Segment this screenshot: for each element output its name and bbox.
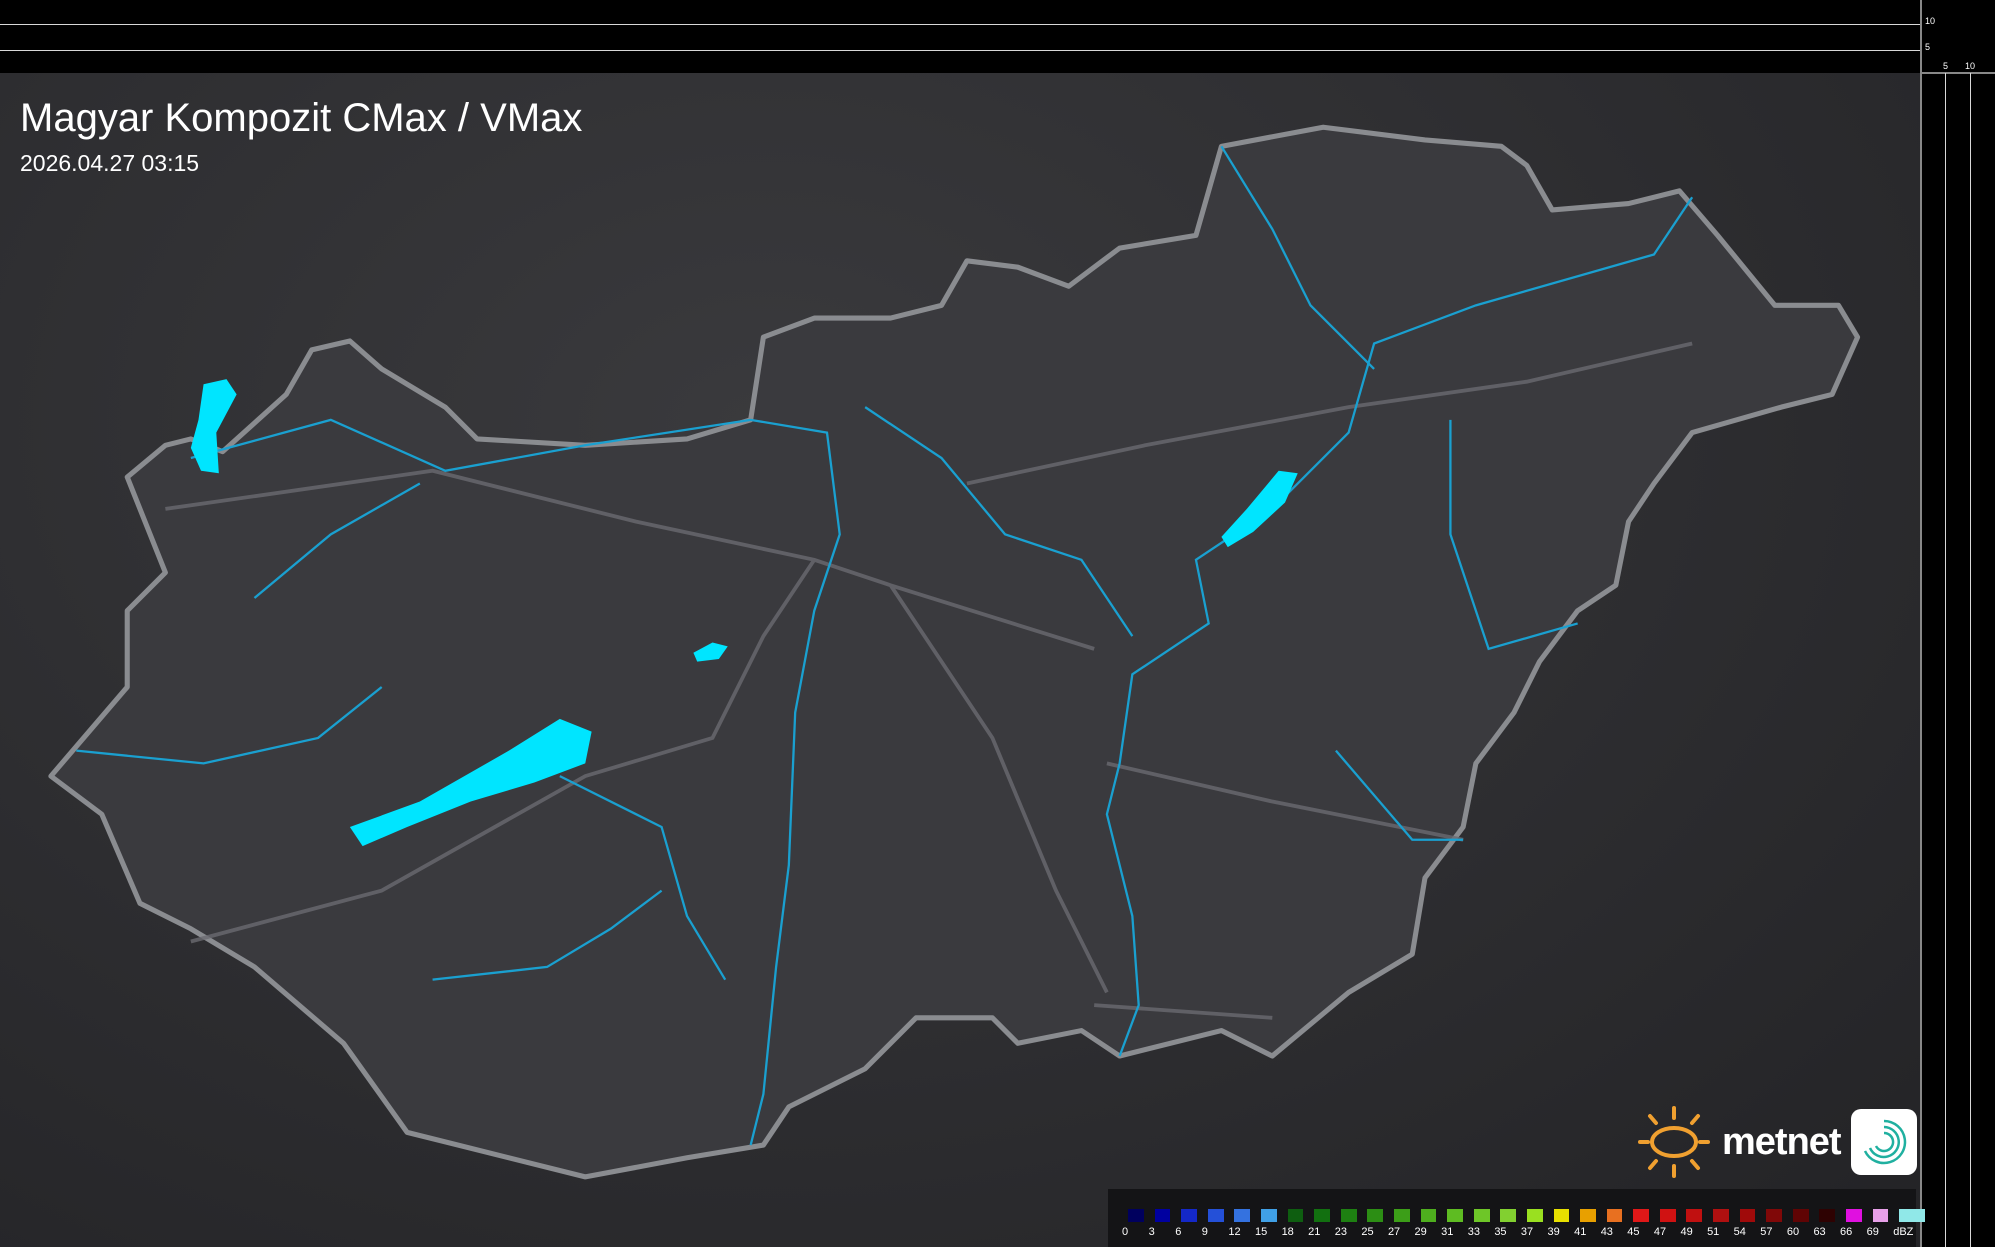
legend-swatch [1447,1209,1463,1222]
sun-icon [1638,1106,1710,1178]
legend-label: 49 [1680,1226,1693,1238]
lake-velence [693,642,728,662]
legend-swatch [1659,1209,1676,1222]
legend-swatch [1899,1209,1926,1222]
legend-label: 33 [1467,1226,1480,1238]
roads [165,341,1693,1020]
legend-label: 54 [1733,1226,1746,1238]
legend-label: 29 [1414,1226,1427,1238]
legend-swatch [1154,1209,1171,1222]
lakes [190,379,1298,847]
legend-label: 31 [1441,1226,1454,1238]
right-panel [1920,0,1995,1247]
legend-label: 9 [1201,1226,1208,1238]
legend-label: 69 [1866,1226,1879,1238]
danube-river [190,418,841,1146]
axis-tick-label: 5 [1943,61,1949,71]
swirl-icon [1863,1119,1906,1165]
legend-swatch [1393,1209,1410,1222]
legend-swatch [1367,1209,1384,1222]
axis-line [1922,72,1995,74]
legend-label: 57 [1760,1226,1773,1238]
lake-tisza [1221,470,1298,548]
legend-label: 51 [1707,1226,1720,1238]
legend-label: 12 [1228,1226,1241,1238]
legend-unit: dBZ [1893,1226,1914,1238]
legend-label: 66 [1840,1226,1853,1238]
legend-label: 23 [1334,1226,1347,1238]
legend-swatch [1819,1209,1836,1222]
legend-swatch [1207,1209,1224,1222]
app-icon [1850,1109,1917,1175]
top-bar [0,0,1920,73]
legend-swatch [1420,1209,1437,1222]
legend-label: 43 [1600,1226,1613,1238]
legend-label: 47 [1653,1226,1667,1238]
legend-label: 39 [1547,1226,1560,1238]
gridline [1945,73,1946,1247]
legend-swatch [1713,1209,1729,1222]
legend-swatches [1128,1209,1926,1222]
legend-labels: 0 3 6 9 12 15 18 21 23 25 27 29 31 33 35 37 39 41 43 45 47 49… [1122,1226,1920,1238]
legend-label: 15 [1254,1226,1268,1238]
lake-neusiedl [190,379,237,474]
legend-label: 3 [1148,1226,1155,1238]
legend-swatch [1606,1209,1623,1222]
gridline [0,24,1920,25]
legend-label: 41 [1574,1226,1587,1238]
logo-text: metnet [1722,1120,1842,1163]
legend-swatch [1314,1209,1330,1222]
legend-label: 21 [1308,1226,1321,1238]
legend-swatch [1473,1209,1490,1222]
legend-label: 45 [1627,1226,1640,1238]
legend-label: 37 [1520,1226,1534,1238]
legend-swatch [1686,1209,1703,1222]
legend-label: 35 [1494,1226,1507,1238]
legend-label: 18 [1281,1226,1294,1238]
legend-label: 63 [1813,1226,1826,1238]
legend-swatch [1500,1209,1517,1222]
lake-balaton [349,718,592,847]
axis-tick-label: 10 [1965,61,1976,71]
rivers [76,145,1694,1146]
gridline [0,50,1920,51]
legend-swatch [1287,1209,1304,1222]
legend-swatch [1181,1209,1197,1222]
legend-swatch [1553,1209,1570,1222]
legend-swatch [1260,1209,1277,1222]
map-timestamp: 2026.04.27 03:15 [20,150,200,176]
legend-swatch [1234,1209,1251,1222]
legend-label: 27 [1387,1226,1401,1238]
legend-label: 25 [1361,1226,1374,1238]
legend-swatch [1633,1209,1650,1222]
axis-tick-label: 10 [1925,16,1936,26]
legend-swatch [1792,1209,1809,1222]
tisza-river [1105,196,1694,1057]
legend-swatch [1340,1209,1357,1222]
legend-swatch [1872,1209,1889,1222]
map-title: Magyar Kompozit CMax / VMax [20,96,583,140]
legend-swatch [1128,1209,1144,1222]
gridline [1970,73,1971,1247]
hungary-outline [48,124,1861,1180]
dbz-legend: 0 3 6 9 12 15 18 21 23 25 27 29 31 33 35 37 39 41 43 45 47 49… [1108,1189,1926,1247]
legend-swatch [1766,1209,1783,1222]
legend-swatch [1526,1209,1543,1222]
axis-tick-label: 5 [1925,42,1931,52]
legend-swatch [1580,1209,1596,1222]
legend-swatch [1846,1209,1862,1222]
metnet-logo: metnet [1636,1104,1917,1180]
legend-label: 6 [1175,1226,1182,1238]
legend-label: 60 [1786,1226,1800,1238]
legend-label: 0 [1122,1226,1129,1238]
legend-swatch [1739,1209,1756,1222]
